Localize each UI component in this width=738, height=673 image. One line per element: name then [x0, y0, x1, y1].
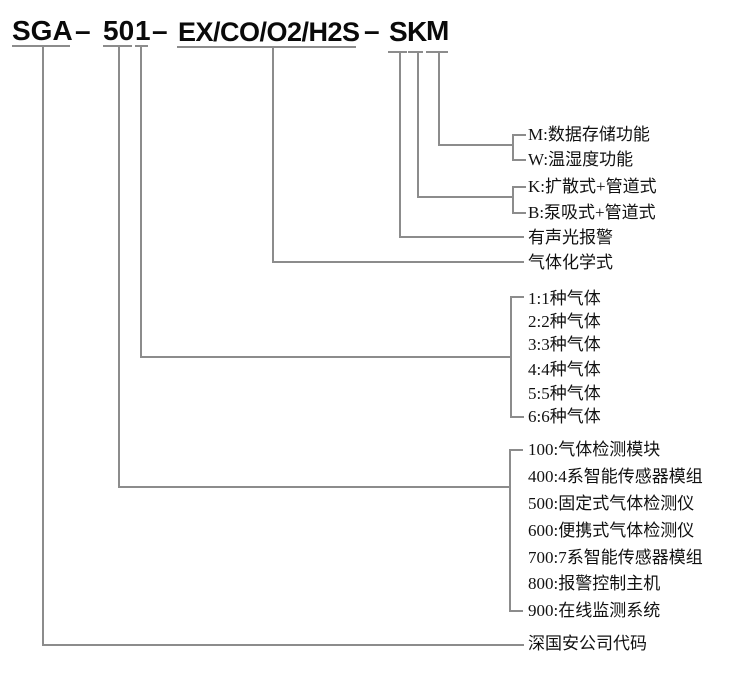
- bracket-gas-count-vertical: [510, 296, 512, 418]
- model-dash-1: –: [75, 15, 91, 46]
- underline-suffix-s: [388, 51, 407, 53]
- connector-series-horizontal: [118, 486, 510, 488]
- model-dash-3: –: [364, 15, 380, 46]
- label-series-800: 800:报警控制主机: [528, 574, 661, 593]
- bracket-series-tick-top: [509, 449, 523, 451]
- underline-company: [12, 45, 70, 47]
- model-suffix-m: M: [426, 15, 450, 46]
- bracket-series-vertical: [509, 449, 511, 612]
- underline-gas-formula: [177, 46, 356, 48]
- label-series-700: 700:7系智能传感器模组: [528, 548, 703, 567]
- underline-suffix-k: [408, 51, 423, 53]
- connector-series-vertical: [118, 47, 120, 487]
- label-suffix-b: B:泵吸式+管道式: [528, 203, 656, 222]
- label-suffix-k: K:扩散式+管道式: [528, 177, 657, 196]
- label-gas-count-1: 1:1种气体: [528, 289, 601, 308]
- connector-formula-vertical: [272, 48, 274, 262]
- label-suffix-w: W:温湿度功能: [528, 150, 634, 169]
- underline-suffix-m: [426, 51, 448, 53]
- connector-suffix-m-horizontal: [438, 144, 513, 146]
- connector-formula-horizontal: [272, 261, 524, 263]
- label-gas-chemical-formula: 气体化学式: [528, 253, 613, 272]
- label-gas-count-3: 3:3种气体: [528, 335, 601, 354]
- label-series-400: 400:4系智能传感器模组: [528, 467, 703, 486]
- bracket-kb-tick-bottom: [512, 212, 526, 214]
- label-gas-count-5: 5:5种气体: [528, 384, 601, 403]
- connector-suffix-k-vertical: [417, 53, 419, 197]
- connector-company-vertical: [42, 47, 44, 645]
- connector-suffix-m-vertical: [438, 53, 440, 145]
- model-gas-count-part: 1: [135, 15, 151, 46]
- bracket-kb-vertical: [512, 186, 514, 214]
- label-series-500: 500:固定式气体检测仪: [528, 494, 695, 513]
- label-series-100: 100:气体检测模块: [528, 440, 661, 459]
- model-dash-2: –: [152, 15, 168, 46]
- bracket-gas-count-tick-top: [510, 296, 524, 298]
- connector-suffix-s-vertical: [399, 53, 401, 237]
- underline-series: [103, 45, 132, 47]
- label-series-900: 900:在线监测系统: [528, 601, 661, 620]
- label-gas-count-6: 6:6种气体: [528, 407, 601, 426]
- label-gas-count-2: 2:2种气体: [528, 312, 601, 331]
- label-sound-light-alarm: 有声光报警: [528, 228, 613, 247]
- connector-gas-count-vertical: [140, 47, 142, 357]
- model-series-part: 50: [103, 15, 135, 46]
- bracket-mw-tick-top: [512, 134, 526, 136]
- model-company-code: SGA: [12, 15, 73, 46]
- label-suffix-m: M:数据存储功能: [528, 125, 650, 144]
- connector-suffix-s-horizontal: [399, 236, 524, 238]
- connector-suffix-k-horizontal: [417, 196, 513, 198]
- bracket-gas-count-tick-bottom: [510, 416, 524, 418]
- bracket-mw-vertical: [512, 134, 514, 161]
- label-company-code: 深国安公司代码: [528, 634, 647, 653]
- bracket-kb-tick-top: [512, 186, 526, 188]
- underline-gas-count: [135, 45, 148, 47]
- connector-gas-count-horizontal: [140, 356, 511, 358]
- label-series-600: 600:便携式气体检测仪: [528, 521, 695, 540]
- label-gas-count-4: 4:4种气体: [528, 360, 601, 379]
- bracket-mw-tick-bottom: [512, 159, 526, 161]
- model-suffix-k: K: [407, 16, 428, 47]
- model-gas-formula: EX/CO/O2/H2S: [178, 17, 360, 47]
- model-suffix-s: S: [389, 16, 408, 47]
- connector-company-horizontal: [42, 644, 524, 646]
- bracket-series-tick-bottom: [509, 610, 523, 612]
